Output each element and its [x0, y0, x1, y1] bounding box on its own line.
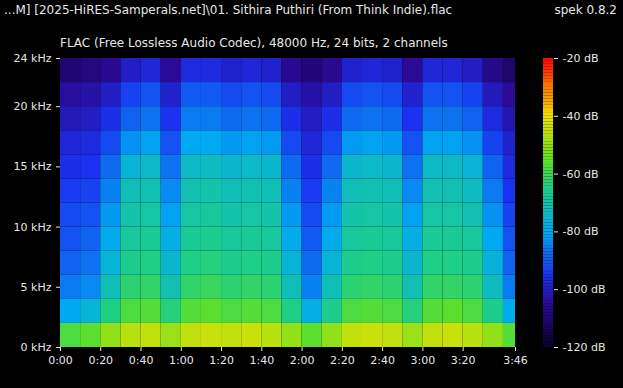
- svg-text:24 kHz: 24 kHz: [14, 52, 52, 65]
- svg-text:1:00: 1:00: [169, 354, 194, 367]
- svg-text:10 kHz: 10 kHz: [14, 221, 52, 234]
- svg-text:20 kHz: 20 kHz: [14, 100, 52, 113]
- svg-text:0:20: 0:20: [88, 354, 113, 367]
- svg-text:-40 dB: -40 dB: [563, 110, 599, 123]
- svg-text:0:40: 0:40: [129, 354, 154, 367]
- svg-text:15 kHz: 15 kHz: [14, 160, 52, 173]
- svg-text:2:00: 2:00: [290, 354, 315, 367]
- svg-text:2:40: 2:40: [370, 354, 395, 367]
- svg-text:-120 dB: -120 dB: [563, 341, 606, 354]
- html-text:FLAC (Free Lossless Audio Code: FLAC (Free Lossless Audio Codec), 48000 …: [60, 36, 448, 50]
- svg-text:-20 dB: -20 dB: [563, 52, 599, 65]
- svg-text:3:46: 3:46: [503, 354, 528, 367]
- svg-text:-100 dB: -100 dB: [563, 283, 606, 296]
- html-text:spek 0.8.2: spek 0.8.2: [554, 3, 617, 17]
- svg-text:-60 dB: -60 dB: [563, 168, 599, 181]
- svg-text:1:40: 1:40: [249, 354, 274, 367]
- html-text:...M] [2025-HiRES-Samperals.ne: ...M] [2025-HiRES-Samperals.net]\01. Sit…: [4, 3, 453, 17]
- svg-text:0:00: 0:00: [48, 354, 73, 367]
- svg-text:3:20: 3:20: [451, 354, 476, 367]
- svg-text:5 kHz: 5 kHz: [21, 281, 52, 294]
- svg-text:1:20: 1:20: [209, 354, 234, 367]
- svg-text:2:20: 2:20: [330, 354, 355, 367]
- svg-text:3:00: 3:00: [411, 354, 436, 367]
- svg-text:-80 dB: -80 dB: [563, 225, 599, 238]
- svg-text:0 kHz: 0 kHz: [21, 341, 52, 354]
